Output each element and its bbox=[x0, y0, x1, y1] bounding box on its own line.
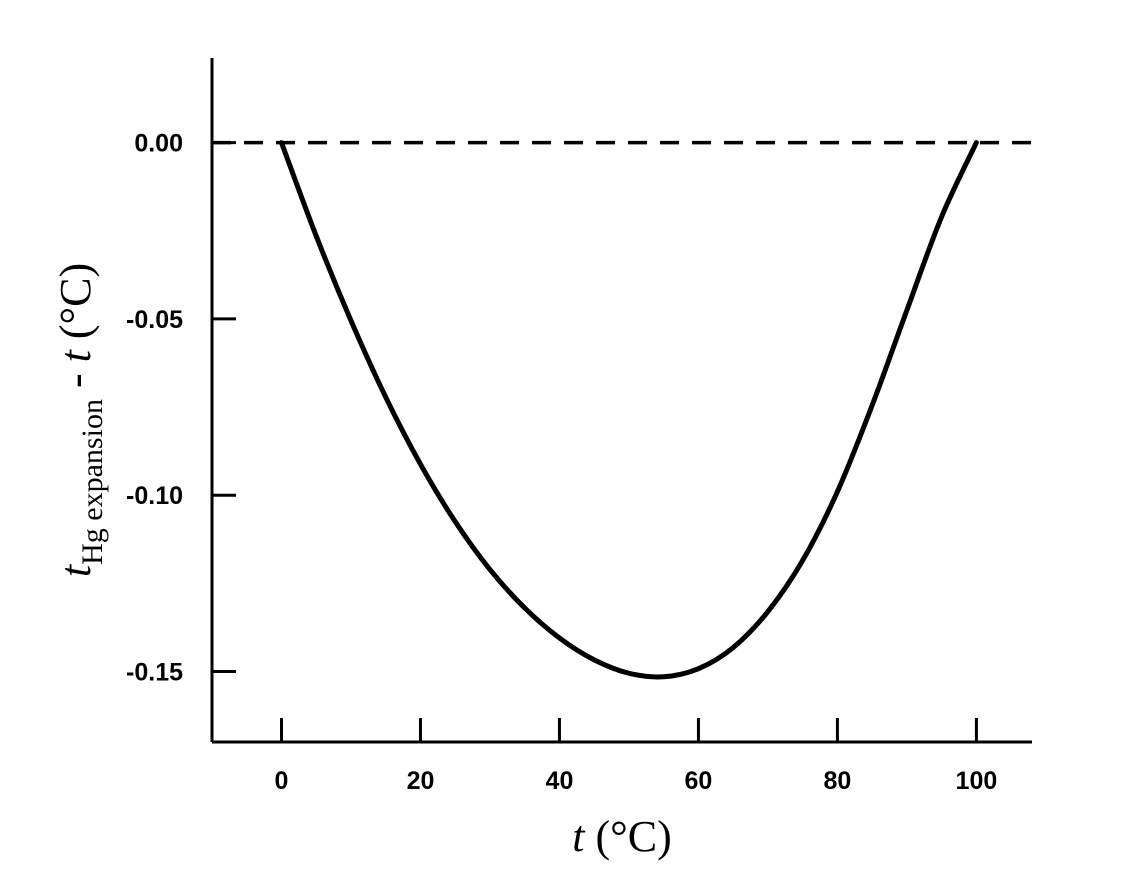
y-axis-variable: t bbox=[51, 563, 100, 577]
x-axis-title: t (°C) bbox=[572, 812, 671, 861]
y-tick-label: -0.05 bbox=[126, 306, 183, 334]
x-tick-label: 20 bbox=[407, 767, 435, 795]
y-tick-label: -0.10 bbox=[126, 482, 183, 510]
y-axis-unit: (°C) bbox=[51, 263, 100, 350]
plot-area bbox=[210, 58, 1032, 744]
x-tick-label: 80 bbox=[824, 767, 852, 795]
series-line bbox=[278, 140, 979, 680]
x-axis-ticks: 0 20 40 60 80 100 bbox=[275, 718, 998, 795]
x-tick-label: 60 bbox=[685, 767, 713, 795]
y-axis-middle: - bbox=[51, 362, 100, 399]
y-axis-title: tHg expansion - t (°C) bbox=[51, 263, 109, 577]
x-tick-label: 100 bbox=[956, 767, 998, 795]
x-tick-label: 40 bbox=[546, 767, 574, 795]
x-axis-variable: t bbox=[572, 812, 586, 861]
y-axis-ticks: 0.00 -0.05 -0.10 -0.15 bbox=[126, 130, 236, 686]
y-axis-variable-2: t bbox=[51, 348, 100, 362]
y-tick-label: 0.00 bbox=[134, 130, 183, 158]
y-tick-label: -0.15 bbox=[126, 658, 183, 686]
y-axis-subscript: Hg expansion bbox=[76, 399, 109, 565]
x-tick-label: 0 bbox=[275, 767, 289, 795]
x-axis-unit: (°C) bbox=[584, 812, 671, 861]
